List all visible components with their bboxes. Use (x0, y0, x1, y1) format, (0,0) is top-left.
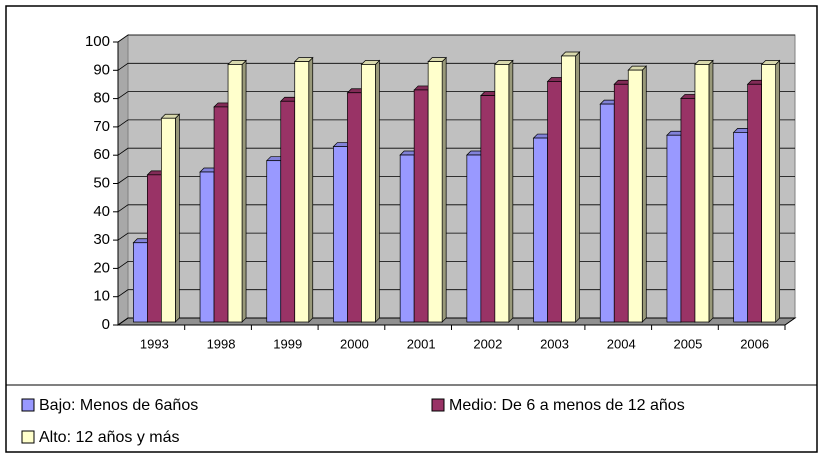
x-tick-label: 2005 (673, 336, 702, 351)
bar (747, 83, 763, 323)
x-tick-label: 1998 (207, 336, 236, 351)
bar-side (575, 51, 580, 323)
x-tick-label: 1999 (273, 336, 302, 351)
x-tick-label: 1993 (140, 336, 169, 351)
bar (427, 61, 443, 323)
y-tick-label: 60 (93, 146, 110, 163)
bar (613, 83, 629, 323)
bar-side (441, 56, 447, 323)
x-tick-label: 2006 (740, 336, 769, 351)
bar-side (375, 59, 380, 323)
bar (494, 64, 510, 323)
bar (761, 64, 777, 323)
x-tick-label: 2004 (607, 336, 636, 351)
y-tick-label: 100 (85, 33, 110, 50)
legend-swatch (21, 398, 35, 412)
legend-label: Medio: De 6 a menos de 12 años (449, 397, 685, 414)
bar (413, 89, 429, 323)
bar (561, 55, 576, 323)
bar (227, 64, 243, 323)
y-tick-label: 80 (93, 90, 110, 107)
bar-side (175, 113, 180, 323)
x-tick-label: 2000 (340, 336, 369, 351)
bar (147, 174, 162, 323)
y-tick-label: 40 (93, 203, 110, 220)
bar (733, 132, 749, 323)
bar (213, 106, 229, 323)
bar (294, 61, 310, 323)
bar-side (308, 56, 314, 323)
legend-swatch (21, 430, 35, 444)
bar (599, 103, 615, 323)
y-tick-label: 90 (93, 61, 110, 78)
bar (266, 160, 282, 323)
legend-swatch (431, 398, 445, 412)
y-tick-label: 70 (93, 118, 110, 135)
bar-side (708, 59, 714, 323)
bar-side (508, 59, 514, 323)
bar (666, 134, 682, 323)
x-tick-label: 2003 (540, 336, 569, 351)
bar-side (775, 59, 781, 323)
plot-area: 0 10 20 30 40 50 60 70 80 90 100 1993 1998 1999 2000 20… (85, 33, 797, 351)
y-tick-label: 0 (102, 316, 110, 333)
legend-label: Bajo: Menos de 6años (39, 397, 198, 414)
bar (133, 242, 148, 323)
bar-side (241, 59, 247, 323)
y-tick-label: 30 (93, 231, 110, 248)
bar (333, 146, 348, 323)
bar (161, 117, 176, 323)
bar-side (641, 65, 647, 323)
y-tick-label: 20 (93, 259, 110, 276)
x-tick-label: 2001 (407, 336, 436, 351)
bar (627, 69, 643, 323)
legend: Bajo: Menos de 6años Medio: De 6 a menos … (6, 384, 817, 446)
bar (533, 137, 548, 323)
grid-line (117, 34, 795, 43)
bar (347, 92, 362, 323)
bar (680, 98, 696, 323)
y-tick-label: 10 (93, 288, 110, 305)
bar (361, 64, 376, 323)
bar (280, 100, 296, 323)
bar (199, 171, 215, 323)
bar (547, 81, 562, 323)
bar (466, 154, 482, 323)
legend-label: Alto: 12 años y más (39, 429, 180, 446)
y-tick-label: 50 (93, 174, 110, 191)
bar (399, 154, 415, 323)
x-tick-label: 2002 (473, 336, 502, 351)
bar (694, 64, 710, 323)
bar (480, 95, 496, 323)
